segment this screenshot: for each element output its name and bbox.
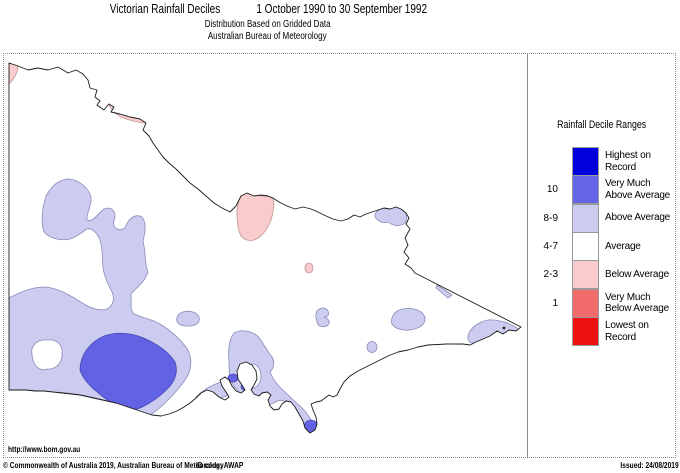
copyright-text: © Commonwealth of Australia 2019, Austra… (3, 460, 224, 470)
bom-url-label: http://www.bom.gov.au (8, 444, 81, 454)
hole-port-phillip-bay (243, 363, 262, 389)
legend-swatch-below (572, 260, 599, 290)
legend-row-highest: Highest on Record (528, 147, 676, 176)
legend-label: Lowest on Record (605, 320, 649, 343)
legend-range: 8-9 (543, 212, 558, 224)
legend-swatch-lowest (572, 317, 599, 346)
legend-swatch-average (572, 232, 599, 261)
legend-swatch-very-much-below (572, 288, 599, 318)
issued-date-text: Issued: 24/08/2019 (620, 460, 679, 470)
legend-range: 2-3 (543, 269, 558, 281)
region-central-pink-dot (304, 262, 314, 274)
legend-row-above: 8-9 Above Average (528, 203, 676, 233)
legend-swatch-very-much-above (572, 175, 599, 205)
legend-label: Average (605, 240, 641, 252)
region-central-small-blob (315, 307, 330, 328)
legend-row-very-much-above: 10 Very Much Above Average (528, 175, 676, 205)
victoria-outline (8, 62, 522, 434)
legend-row-average: 4-7 Average (528, 232, 676, 261)
legend-title: Rainfall Decile Ranges (557, 119, 647, 131)
legend-pane: Rainfall Decile Ranges Highest on Record… (528, 53, 676, 458)
legend-swatch-highest (572, 147, 599, 176)
date-range-title: 1 October 1990 to 30 September 1992 (256, 2, 428, 16)
subtitle-bureau: Australian Bureau of Meteorology (208, 31, 327, 42)
legend-range (528, 147, 558, 176)
legend-range: 10 (546, 184, 558, 196)
figure-frame (3, 53, 676, 458)
region-central-gippsland-oval (391, 308, 426, 331)
legend-label: Below Average (605, 269, 669, 281)
region-ballarat-west-patch (176, 310, 200, 327)
legend-label: Very Much Below Average (605, 291, 669, 315)
map-legend-divider (527, 53, 528, 458)
map-pane (4, 54, 527, 457)
region-gippsland-small-dot (366, 341, 378, 353)
legend-range: 4-7 (543, 241, 558, 252)
legend-label: Above Average (605, 212, 671, 224)
hole-portland (31, 339, 63, 371)
subtitle-gridded-data: Distribution Based on Gridded Data (204, 19, 331, 30)
region-nsw-border-sliver (435, 284, 453, 299)
legend-range: 1 (552, 297, 558, 309)
legend-row-lowest: Lowest on Record (528, 317, 676, 346)
legend-range (528, 317, 558, 346)
legend-label: Very Much Above Average (605, 178, 671, 201)
footer: © Commonwealth of Australia 2019, Austra… (0, 460, 680, 472)
victoria-map (8, 62, 522, 434)
legend-swatch-above (572, 203, 599, 233)
id-code-text: ID code: AWAP (196, 460, 244, 470)
region-wilsons-prom-tip (304, 419, 318, 433)
east-tip-marker (502, 326, 506, 330)
legend-label: Highest on Record (605, 150, 651, 173)
page-title: Victorian Rainfall Deciles (109, 2, 221, 16)
legend-row-below: 2-3 Below Average (528, 260, 676, 290)
legend-row-very-much-below: 1 Very Much Below Average (528, 288, 676, 318)
